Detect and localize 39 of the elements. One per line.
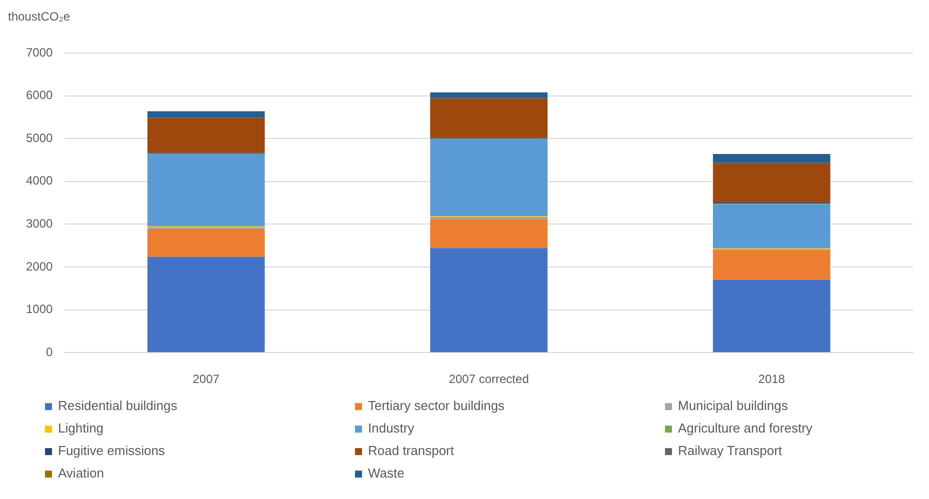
legend-label: Agriculture and forestry [678, 420, 813, 436]
bar [430, 92, 548, 98]
bar [430, 219, 548, 248]
bar [712, 280, 830, 352]
y-tick-label: 6000 [26, 88, 54, 102]
bar [712, 154, 830, 163]
bar [430, 248, 548, 352]
bar [430, 98, 548, 138]
legend-label: Industry [368, 420, 415, 436]
legend-label: Road transport [368, 443, 454, 458]
bar [147, 256, 265, 352]
legend-label: Residential buildings [58, 398, 178, 414]
legend-label: Municipal buildings [678, 398, 788, 414]
bar [147, 228, 265, 257]
y-tick-label: 0 [46, 344, 54, 359]
y-tick-label: 2000 [26, 259, 54, 274]
x-tick-label: 2007 corrected [448, 372, 529, 386]
y-tick-label: 4000 [26, 174, 54, 188]
bar [712, 204, 830, 248]
bar [147, 111, 265, 118]
x-tick-label: 2007 [192, 372, 220, 386]
bar [147, 118, 265, 153]
y-axis-title: thoustCO₂e [8, 9, 70, 24]
legend-label: Tertiary sector buildings [368, 398, 506, 414]
y-tick-label: 3000 [26, 216, 54, 231]
legend-label: Fugitive emissions [58, 443, 166, 458]
bar [430, 216, 548, 220]
bar [712, 162, 830, 202]
legend-label: Aviation [58, 466, 104, 481]
y-tick-label: 1000 [26, 302, 54, 316]
bar [712, 250, 830, 280]
legend-label: Waste [368, 466, 404, 481]
legend-label: Lighting [58, 420, 104, 436]
y-tick-label: 5000 [26, 130, 54, 145]
bar [147, 154, 265, 226]
y-tick-label: 7000 [26, 45, 54, 60]
legend-label: Railway Transport [678, 443, 782, 458]
bar [430, 139, 548, 216]
x-tick-label: 2018 [758, 372, 786, 386]
